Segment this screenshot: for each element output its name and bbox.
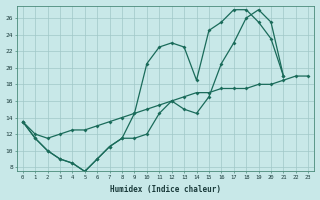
X-axis label: Humidex (Indice chaleur): Humidex (Indice chaleur)	[110, 185, 221, 194]
